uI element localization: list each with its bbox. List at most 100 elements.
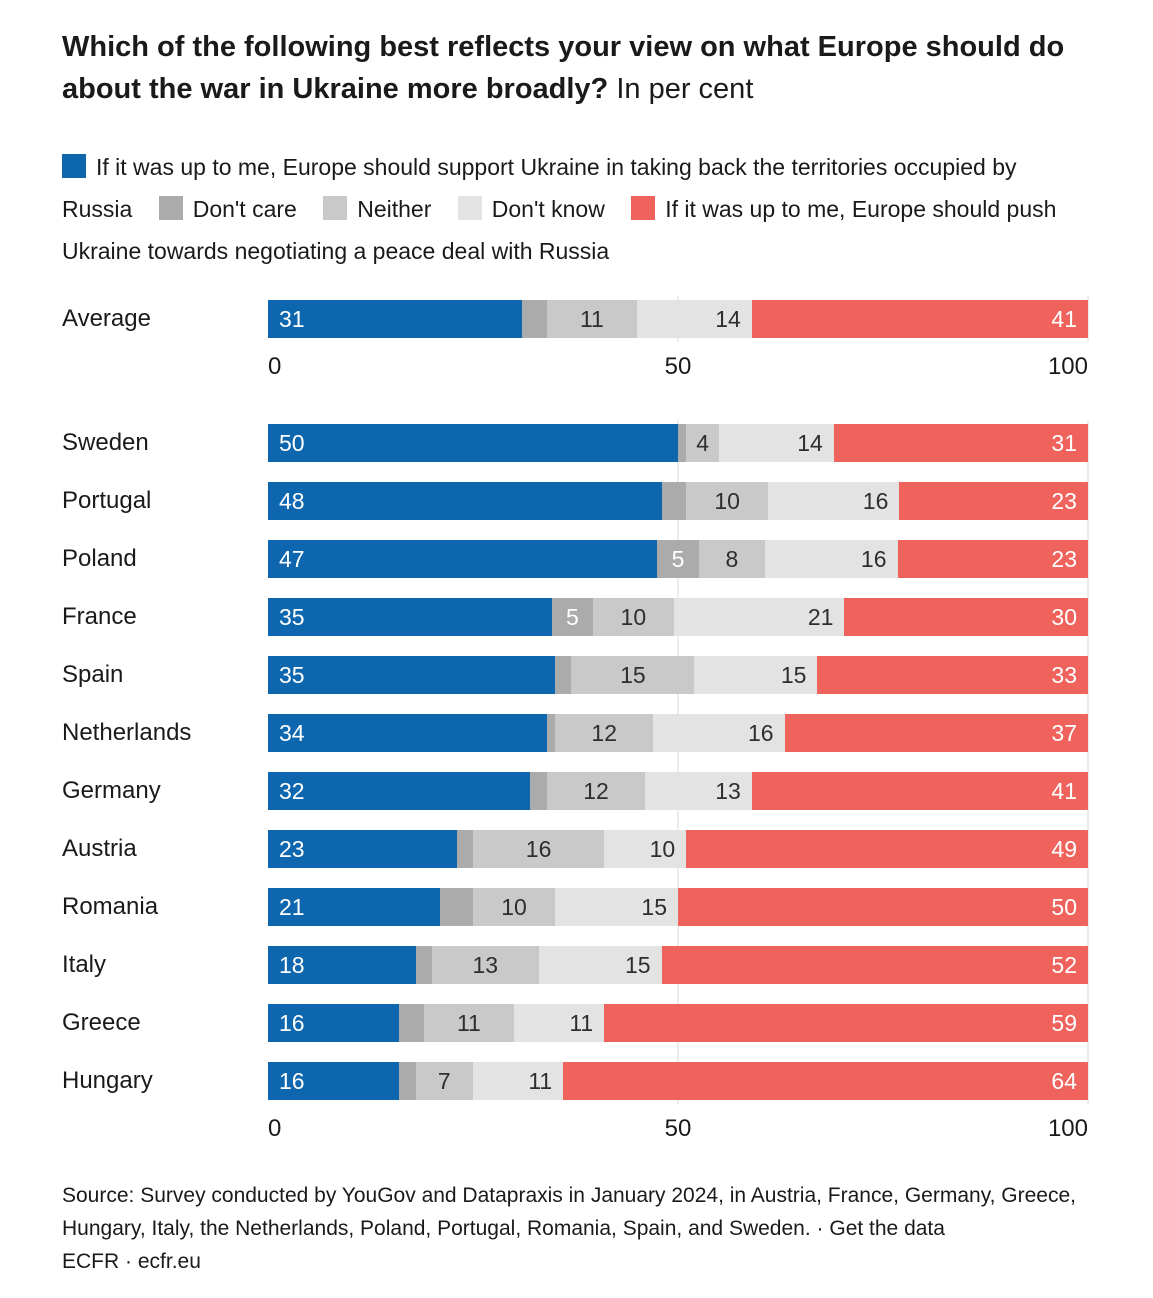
bar-segment: 16 [764, 540, 898, 578]
bar-segment: 30 [844, 598, 1088, 636]
axis-tick-label: 0 [268, 1115, 282, 1142]
bar-value-label: 37 [1051, 719, 1078, 746]
stacked-bar: 31 11 14 41 [268, 300, 1088, 338]
gridline [677, 420, 679, 1104]
bar-segment: 16 [268, 1062, 400, 1100]
gridline [1087, 420, 1089, 1104]
get-the-data-link[interactable]: Get the data [829, 1217, 945, 1240]
legend-color-swatch [631, 196, 656, 220]
chart: Average 31 11 14 41 0 50 100 Sweden 50 4 14 31 P… [62, 296, 1089, 1142]
bar-value-label: 16 [525, 835, 552, 862]
bar-segment: 13 [432, 946, 539, 984]
source-note: Source: Survey conducted by YouGov and D… [62, 1179, 1088, 1245]
bar-segment [399, 1062, 416, 1100]
row-label: Italy [62, 951, 107, 978]
bar-value-label: 35 [279, 603, 305, 630]
bar-segment: 16 [768, 482, 900, 520]
stacked-bar: 34 12 16 37 [268, 714, 1089, 752]
bar-segment: 10 [604, 830, 687, 868]
bar-segment: 11 [473, 1062, 564, 1100]
table-row: Greece 16 11 11 59 [62, 1004, 1088, 1042]
bar-value-label: 15 [625, 951, 651, 978]
bar-segment: 32 [268, 772, 531, 810]
bar-segment [456, 830, 473, 868]
bar-value-label: 16 [748, 719, 774, 746]
legend-color-swatch [62, 154, 86, 178]
bar-segment: 4 [686, 424, 719, 462]
legend-color-swatch [158, 196, 183, 220]
bar-value-label: 15 [780, 661, 807, 688]
row-label: Netherlands [62, 719, 192, 746]
bar-segment: 41 [751, 300, 1088, 338]
bar-value-label: 12 [591, 719, 617, 746]
bar-segment [661, 482, 687, 520]
bar-segment: 50 [268, 424, 678, 462]
bar-segment [522, 300, 547, 338]
bar-value-label: 13 [715, 777, 741, 804]
bar-segment: 21 [268, 888, 441, 926]
bar-segment: 12 [555, 714, 654, 752]
ecfr-site-link[interactable]: ecfr.eu [137, 1250, 201, 1273]
bar-value-label: 11 [569, 1009, 594, 1036]
bar-value-label: 8 [725, 545, 739, 572]
bar-value-label: 35 [279, 661, 305, 688]
bar-value-label: 32 [279, 777, 305, 804]
bar-value-label: 21 [279, 893, 305, 920]
bar-value-label: 41 [1051, 777, 1078, 804]
gridlines [268, 420, 1089, 1104]
row-label: Spain [62, 661, 124, 688]
bar-segment [546, 714, 555, 752]
bar-value-label: 31 [1051, 429, 1077, 456]
legend-color-swatch [457, 196, 482, 220]
bar-segment: 10 [473, 888, 555, 926]
bar-value-label: 13 [472, 951, 499, 978]
axis-tick-label: 100 [1047, 353, 1088, 380]
bar-value-label: 5 [671, 545, 685, 572]
brand-text: ECFR [62, 1250, 120, 1273]
stacked-bar: 23 16 10 49 [268, 830, 1088, 868]
bar-value-label: 16 [279, 1067, 305, 1094]
bar-value-label: 23 [1051, 545, 1078, 572]
bar-value-label: 14 [715, 305, 741, 332]
bar-value-label: 11 [528, 1067, 553, 1094]
bar-value-label: 30 [1051, 603, 1077, 630]
country-rows: Sweden 50 4 14 31 Portugal 48 10 16 23 Poland … [62, 420, 1089, 1104]
stacked-bar: 47 5 8 16 23 [268, 540, 1089, 578]
legend-item: Don't care [139, 196, 297, 222]
bar-value-label: 21 [807, 603, 834, 630]
stacked-bar: 16 11 11 59 [268, 1004, 1088, 1042]
bar-segment: 35 [268, 656, 555, 694]
bar-segment: 8 [698, 540, 765, 578]
axis-tick-label: 100 [1047, 1115, 1088, 1142]
bar-value-label: 5 [566, 603, 579, 630]
bar-value-label: 11 [456, 1009, 481, 1036]
table-row: Italy 18 13 15 52 [62, 946, 1088, 984]
bar-value-label: 59 [1051, 1009, 1077, 1036]
bar-value-label: 16 [860, 545, 887, 572]
table-row: Germany 32 12 13 41 [62, 772, 1089, 810]
bar-segment [440, 888, 473, 926]
x-axis-top: 0 50 100 [268, 347, 1088, 380]
bar-segment: 37 [784, 714, 1089, 752]
row-label: Average [62, 305, 151, 332]
legend-item: Don't know [438, 196, 605, 222]
bar-segment: 59 [604, 1004, 1088, 1042]
bar-segment: 14 [637, 300, 752, 338]
bar-value-label: 33 [1051, 661, 1077, 688]
bar-value-label: 12 [583, 777, 609, 804]
brand-line: ECFR · ecfr.eu [62, 1245, 1088, 1278]
bar-value-label: 23 [279, 835, 305, 862]
stacked-bar: 35 5 10 21 30 [268, 598, 1088, 636]
bar-segment: 15 [571, 656, 695, 694]
bar-value-label: 50 [279, 429, 305, 456]
bar-segment: 23 [268, 830, 457, 868]
footer: Source: Survey conducted by YouGov and D… [62, 1179, 1088, 1278]
axis-tick-label: 0 [268, 353, 282, 380]
table-row: Poland 47 5 8 16 23 [62, 540, 1089, 578]
legend-item: If it was up to me, Europe should suppor… [62, 154, 1016, 222]
bar-segment: 48 [268, 482, 662, 520]
legend-item-label: Don't know [491, 196, 605, 222]
table-row: Average 31 11 14 41 [62, 300, 1088, 338]
bar-segment: 5 [552, 598, 593, 636]
